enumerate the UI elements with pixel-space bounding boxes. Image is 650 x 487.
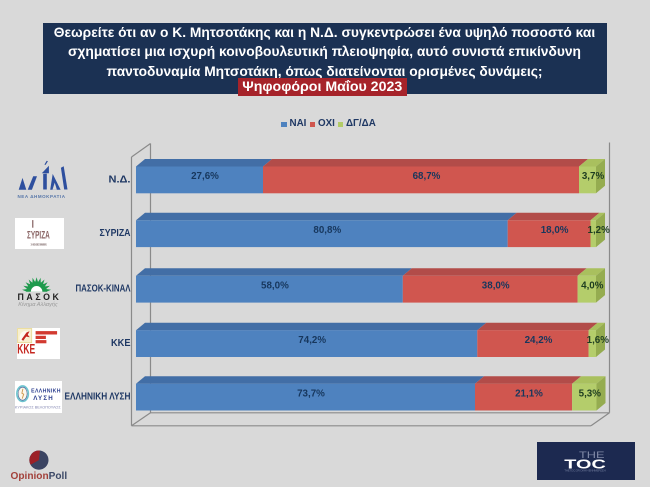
svg-text:73,7%: 73,7% (297, 388, 325, 399)
svg-text:ΛΥΣΗ: ΛΥΣΗ (33, 395, 54, 402)
svg-text:Ν.Δ.: Ν.Δ. (109, 174, 131, 185)
svg-text:ΕΛΛΗΝΙΚΗ ΛΥΣΗ: ΕΛΛΗΝΙΚΗ ΛΥΣΗ (65, 392, 131, 403)
svg-text:ΝΕΑ ΔΗΜΟΚΡΑΤΙΑ: ΝΕΑ ΔΗΜΟΚΡΑΤΙΑ (17, 194, 65, 199)
svg-text:ΣΥΝΑΣΠΙΣΜΟΣ ΡΙΖΟΣΠΑΣΤΙΚΗΣ ΑΡΙΣ: ΣΥΝΑΣΠΙΣΜΟΣ ΡΙΖΟΣΠΑΣΤΙΚΗΣ ΑΡΙΣΤΕΡΑΣ (31, 243, 48, 246)
svg-text:3,7%: 3,7% (582, 171, 605, 182)
svg-text:21,1%: 21,1% (515, 388, 543, 399)
svg-text:74,2%: 74,2% (298, 335, 326, 346)
svg-text:ΣΥΡΙΖΑ: ΣΥΡΙΖΑ (100, 228, 131, 239)
svg-text:68,7%: 68,7% (413, 171, 441, 182)
svg-text:80,8%: 80,8% (313, 225, 341, 236)
svg-text:1,6%: 1,6% (587, 335, 610, 346)
svg-text:ΚΥΡΙΑΚΟΣ ΒΕΛΟΠΟΥΛΟΣ: ΚΥΡΙΑΚΟΣ ΒΕΛΟΠΟΥΛΟΣ (15, 405, 61, 409)
svg-text:24,2%: 24,2% (525, 335, 553, 346)
svg-text:38,0%: 38,0% (482, 281, 510, 292)
svg-text:ΣΥΡΙΖΑ: ΣΥΡΙΖΑ (27, 228, 50, 240)
svg-text:KKE: KKE (17, 342, 35, 357)
svg-text:1,2%: 1,2% (588, 225, 611, 236)
svg-text:58,0%: 58,0% (261, 281, 289, 292)
svg-text:27,6%: 27,6% (191, 171, 219, 182)
svg-text:ΚΚΕ: ΚΚΕ (111, 338, 131, 349)
svg-text:THETOC.GR ΟΛΗ Η ΕΝΗΜΕΡΩΣΗ: THETOC.GR ΟΛΗ Η ΕΝΗΜΕΡΩΣΗ (564, 468, 606, 472)
svg-text:4,0%: 4,0% (581, 281, 604, 292)
svg-text:18,0%: 18,0% (541, 225, 569, 236)
svg-text:Κίνημα Αλλαγής: Κίνημα Αλλαγής (18, 301, 58, 308)
svg-text:ΕΛΛΗΝΙΚΗ: ΕΛΛΗΝΙΚΗ (31, 388, 61, 394)
svg-text:ΠΑΣΟΚ-ΚΙΝΑΛ: ΠΑΣΟΚ-ΚΙΝΑΛ (76, 284, 131, 295)
svg-text:ΠΑΣΟΚ: ΠΑΣΟΚ (18, 292, 60, 302)
svg-text:THE: THE (579, 450, 605, 461)
svg-text:TOC: TOC (564, 456, 606, 471)
svg-text:OpinionPoll: OpinionPoll (11, 471, 68, 482)
svg-text:5,3%: 5,3% (579, 388, 602, 399)
